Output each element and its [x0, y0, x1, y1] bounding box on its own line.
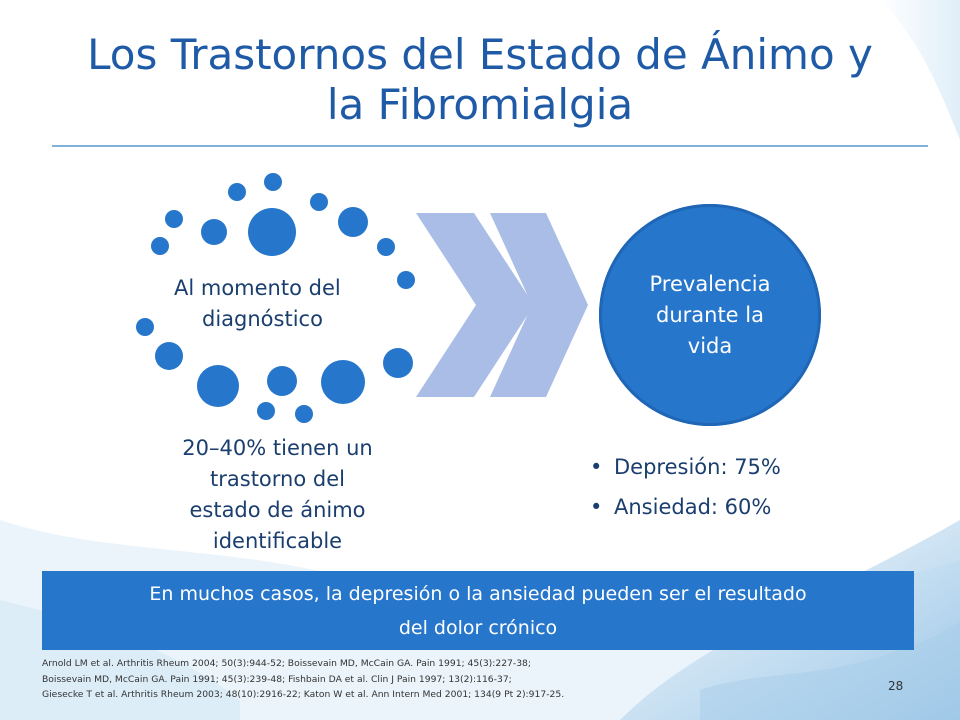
title-divider — [52, 145, 928, 147]
references: Arnold LM et al. Arthritis Rheum 2004; 5… — [42, 656, 802, 703]
cluster-label: Al momento del diagnóstico — [160, 273, 400, 335]
list-item: Ansiedad: 60% — [590, 487, 781, 527]
cluster-dot — [264, 173, 282, 191]
reference-line: Arnold LM et al. Arthritis Rheum 2004; 5… — [42, 658, 532, 669]
cluster-label-line-1: Al momento del — [174, 276, 341, 300]
circle-label-line-1: Prevalencia — [649, 271, 771, 296]
title-line-1: Los Trastornos del Estado de Ánimo y — [87, 30, 873, 79]
cluster-dot — [197, 365, 239, 407]
cluster-label-line-2: diagnóstico — [202, 307, 323, 331]
cluster-dot — [295, 405, 313, 423]
circle-label-line-2: durante la — [656, 302, 764, 327]
prevalence-circle-label: Prevalencia durante la vida — [625, 269, 795, 362]
cluster-dot — [267, 366, 297, 396]
cluster-dot — [248, 208, 296, 256]
chevron-right-icon — [416, 213, 534, 397]
cluster-dot — [228, 183, 246, 201]
cluster-dot — [377, 238, 395, 256]
reference-line: Boissevain MD, McCain GA. Pain 1991; 45(… — [42, 673, 512, 685]
cluster-dot — [155, 342, 183, 370]
cluster-dot — [257, 402, 275, 420]
title-line-2: la Fibromialgia — [326, 80, 634, 129]
cluster-dot — [136, 318, 154, 336]
statistic-line-2: trastorno del — [210, 467, 345, 491]
cluster-dot — [151, 237, 169, 255]
cluster-dot — [397, 271, 415, 289]
conclusion-banner: En muchos casos, la depresión o la ansie… — [42, 571, 914, 650]
banner-line-1: En muchos casos, la depresión o la ansie… — [149, 582, 807, 605]
cluster-dot — [165, 210, 183, 228]
chevron-arrows — [416, 213, 588, 397]
mood-disorder-statistic: 20–40% tienen un trastorno del estado de… — [150, 433, 405, 557]
statistic-line-1: 20–40% tienen un — [182, 436, 373, 460]
page-number: 28 — [888, 679, 904, 693]
circle-label-line-3: vida — [687, 333, 733, 358]
page-title: Los Trastornos del Estado de Ánimo y la … — [40, 30, 920, 130]
prevalence-circle: Prevalencia durante la vida — [599, 204, 821, 426]
reference-line: Giesecke T et al. Arthritis Rheum 2003; … — [42, 689, 565, 700]
cluster-dot — [383, 348, 413, 378]
cluster-dot — [321, 360, 365, 404]
statistic-line-4: identificable — [212, 529, 343, 553]
banner-line-2: del dolor crónico — [398, 616, 558, 639]
cluster-dot — [201, 219, 227, 245]
statistic-line-3: estado de ánimo — [189, 498, 366, 522]
cluster-dot — [310, 193, 328, 211]
chevron-right-icon — [490, 213, 588, 397]
prevalence-list: Depresión: 75% Ansiedad: 60% — [590, 447, 781, 527]
dot-cluster — [136, 173, 415, 423]
cluster-dot — [338, 207, 368, 237]
list-item: Depresión: 75% — [590, 447, 781, 487]
